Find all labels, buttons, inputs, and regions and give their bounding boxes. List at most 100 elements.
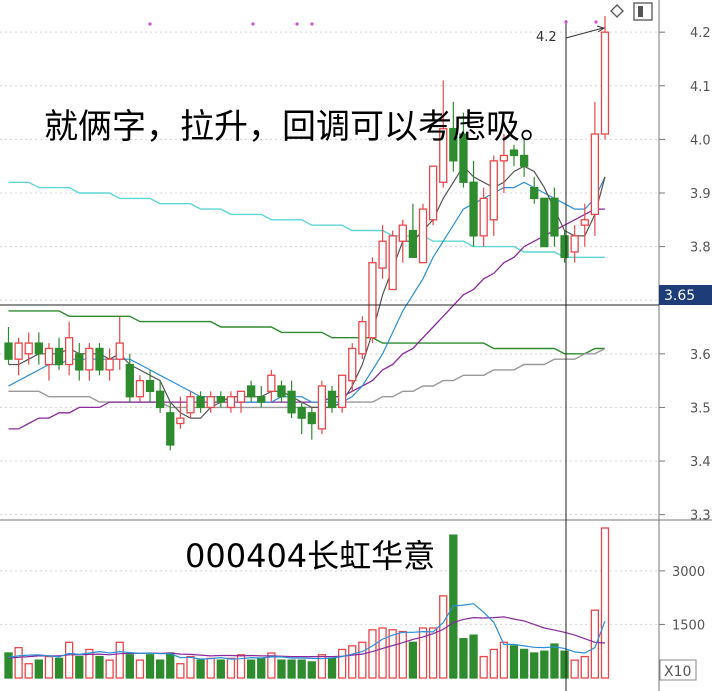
candle-body: [418, 208, 428, 264]
candle-body: [277, 385, 286, 398]
volume-bar: [226, 657, 236, 679]
volume-bar: [499, 641, 509, 679]
candle-body: [65, 337, 74, 366]
volume-bar: [439, 595, 448, 679]
price-tick-label: 3.3: [690, 509, 711, 524]
candle: [186, 391, 195, 419]
candle-body: [226, 396, 236, 409]
candle-body: [519, 154, 529, 167]
volume-bar: [145, 654, 155, 679]
candle: [469, 160, 478, 247]
volume-series: [4, 527, 610, 679]
diamond-icon[interactable]: [610, 4, 624, 18]
volume-bar: [317, 654, 327, 679]
candle: [509, 144, 519, 167]
candle-body: [459, 133, 468, 183]
candle: [297, 402, 306, 435]
volume-bar: [95, 655, 104, 679]
candle-body: [287, 390, 296, 414]
candle-body: [590, 133, 600, 216]
volume-bar: [176, 663, 185, 679]
candle: [398, 219, 407, 263]
volume-grid: [0, 570, 659, 625]
candle-body: [206, 396, 215, 409]
volume-bar: [115, 641, 124, 679]
candle-body: [125, 363, 134, 398]
signal-marker: [564, 20, 568, 24]
ma120-line: [8, 347, 606, 409]
candlestick-series: [4, 16, 610, 451]
candle-body: [257, 396, 266, 403]
candle-body: [580, 219, 589, 226]
candle: [287, 380, 296, 419]
volume-bar: [135, 659, 145, 679]
candle: [277, 380, 286, 403]
price-tick-label: 3.9: [690, 187, 711, 202]
candle: [155, 380, 165, 413]
signal-marker: [310, 22, 314, 26]
volume-bar: [368, 629, 377, 679]
volume-bar: [378, 627, 387, 679]
signal-markers: [148, 20, 598, 26]
candle: [196, 391, 205, 413]
panel-toggle-icon[interactable]: [633, 2, 653, 21]
candle-body: [489, 160, 498, 221]
candle-body: [166, 412, 175, 446]
volume-bar: [479, 655, 488, 679]
candle-body: [327, 390, 337, 409]
candle: [14, 337, 23, 376]
signal-marker: [148, 22, 152, 26]
candle-body: [176, 417, 185, 425]
candle-body: [449, 128, 458, 162]
candle: [246, 380, 256, 403]
moving-average-lines: [8, 165, 606, 430]
candle: [550, 187, 559, 247]
volume-bar: [44, 655, 54, 679]
volume-bar: [388, 629, 397, 679]
price-tick-label: 3.4: [690, 455, 711, 470]
volume-bar: [600, 527, 610, 679]
candle: [4, 327, 13, 365]
volume-unit-box: [659, 659, 697, 681]
volume-bar: [469, 634, 478, 679]
candle-body: [499, 154, 509, 162]
candle: [439, 80, 448, 188]
price-tick-label: 4.1: [690, 80, 711, 95]
volume-bar: [65, 641, 74, 679]
volume-bar: [408, 641, 418, 679]
candle: [95, 343, 104, 376]
candle: [75, 343, 84, 381]
candle-body: [115, 342, 124, 360]
volume-bar: [277, 659, 286, 679]
candle: [600, 16, 610, 140]
volume-bar: [398, 630, 407, 679]
candle-body: [388, 235, 397, 291]
candle: [85, 343, 94, 381]
volume-bar: [590, 609, 600, 679]
candle-body: [570, 235, 579, 253]
candle-body: [196, 396, 205, 409]
candle-body: [14, 342, 23, 360]
peak-arrow-head: [596, 25, 606, 33]
crosshair-price-badge: [659, 285, 712, 305]
candle: [530, 176, 539, 204]
candle: [388, 230, 397, 291]
candle-body: [216, 396, 225, 403]
candle: [489, 155, 498, 236]
ma60-line: [8, 310, 605, 355]
candle-body: [408, 229, 418, 258]
candle-body: [145, 379, 155, 392]
volume-bar: [580, 655, 589, 679]
volume-bar: [297, 659, 306, 679]
vol-ma10-line: [8, 616, 606, 659]
candle: [418, 203, 428, 264]
candle-body: [155, 390, 165, 409]
candle: [348, 343, 357, 392]
candle: [368, 257, 377, 344]
stock-name-label: 000404长虹华意: [185, 537, 435, 575]
vol-ma5-line: [8, 603, 606, 660]
candle: [267, 369, 276, 403]
candle-body: [439, 128, 448, 183]
price-tick-label: 3.5: [690, 401, 711, 416]
